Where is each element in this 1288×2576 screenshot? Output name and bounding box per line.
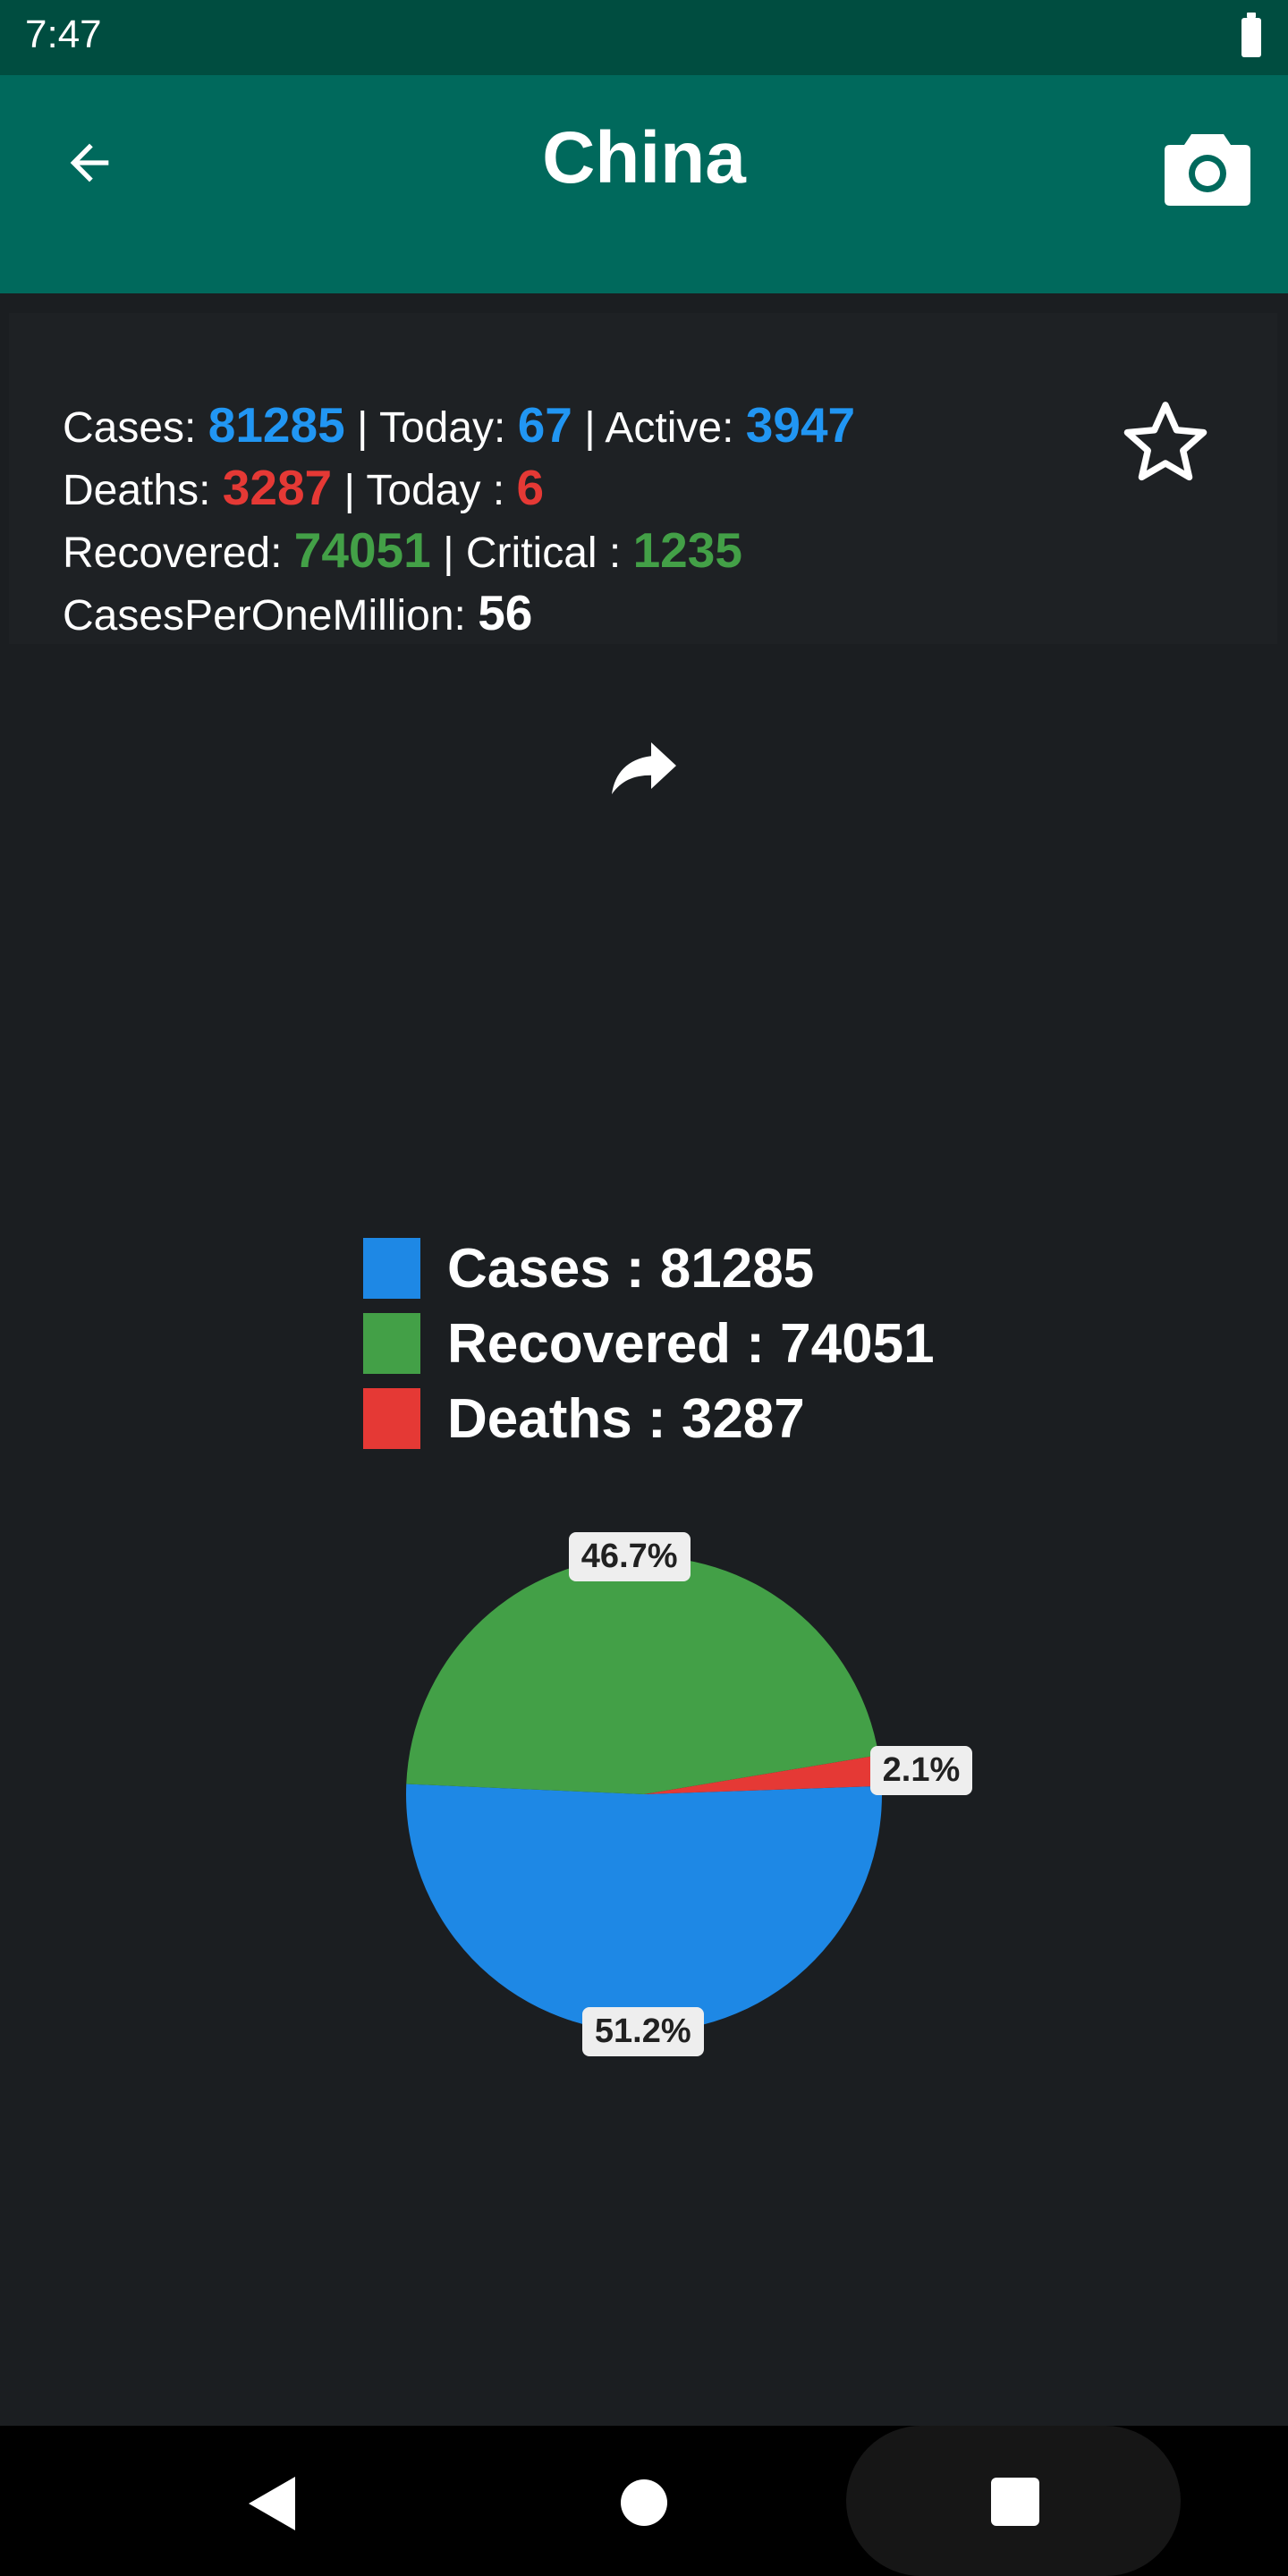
arrow-left-icon xyxy=(70,143,109,182)
deaths-line: Deaths: 3287 | Today : 6 xyxy=(63,458,855,521)
cpm-label: CasesPerOneMillion: xyxy=(63,592,479,640)
cpm-value: 56 xyxy=(478,585,533,640)
app-bar: China xyxy=(0,75,1288,293)
legend-swatch-deaths xyxy=(363,1388,420,1449)
critical-value: 1235 xyxy=(632,522,742,578)
stats-text: Cases: 81285 | Today: 67 | Active: 3947 … xyxy=(63,395,855,646)
pie-slice-deaths xyxy=(644,1755,882,1794)
today-label: | Today: xyxy=(344,404,518,452)
back-button[interactable] xyxy=(52,125,127,200)
pie-chart: 51.2% 46.7% 2.1% xyxy=(376,1521,973,2057)
recovered-line: Recovered: 74051 | Critical : 1235 xyxy=(63,521,855,583)
navigation-bar xyxy=(0,2426,1288,2576)
legend-label-deaths: Deaths : 3287 xyxy=(447,1387,805,1450)
page-title: China xyxy=(542,117,746,199)
deaths-today-value: 6 xyxy=(516,460,545,515)
status-time: 7:47 xyxy=(25,13,102,56)
nav-recents-button[interactable] xyxy=(991,2478,1039,2526)
recovered-value: 74051 xyxy=(293,522,431,578)
recovered-label: Recovered: xyxy=(63,530,294,577)
battery-icon xyxy=(1241,13,1261,57)
share-button[interactable] xyxy=(601,724,687,810)
legend-swatch-cases xyxy=(363,1238,420,1299)
active-label: | Active: xyxy=(572,404,746,452)
legend-swatch-recovered xyxy=(363,1313,420,1374)
pie-label-cases: 51.2% xyxy=(581,2007,704,2057)
critical-label: | Critical : xyxy=(430,530,633,577)
cases-line: Cases: 81285 | Today: 67 | Active: 3947 xyxy=(63,395,855,458)
share-arrow-icon xyxy=(612,742,676,794)
cases-value: 81285 xyxy=(208,397,345,453)
screenshot-button[interactable] xyxy=(1163,127,1252,208)
status-bar: 7:47 xyxy=(0,0,1288,75)
legend-item-deaths: Deaths : 3287 xyxy=(363,1381,935,1456)
stats-card: Cases: 81285 | Today: 67 | Active: 3947 … xyxy=(9,313,1277,644)
chart-legend: Cases : 81285 Recovered : 74051 Deaths :… xyxy=(363,1231,935,1456)
favorite-button[interactable] xyxy=(1116,394,1215,492)
legend-item-recovered: Recovered : 74051 xyxy=(363,1306,935,1381)
legend-item-cases: Cases : 81285 xyxy=(363,1231,935,1306)
deaths-value: 3287 xyxy=(222,460,333,515)
deaths-today-label: | Today : xyxy=(332,467,517,514)
deaths-label: Deaths: xyxy=(63,467,223,514)
today-value: 67 xyxy=(517,397,572,453)
star-outline-icon xyxy=(1123,402,1208,481)
legend-label-recovered: Recovered : 74051 xyxy=(447,1312,935,1375)
active-value: 3947 xyxy=(745,397,856,453)
pie-label-recovered: 46.7% xyxy=(568,1531,691,1581)
legend-label-cases: Cases : 81285 xyxy=(447,1237,815,1300)
cases-label: Cases: xyxy=(63,404,208,452)
camera-icon xyxy=(1165,134,1250,206)
pie-chart-svg xyxy=(405,1556,882,2032)
pie-label-deaths: 2.1% xyxy=(869,1745,973,1795)
pie-slice-cases xyxy=(405,1784,882,2032)
cpm-line: CasesPerOneMillion: 56 xyxy=(63,583,855,646)
nav-back-button[interactable] xyxy=(242,2472,304,2535)
nav-home-button[interactable] xyxy=(621,2479,667,2526)
pie-slice-recovered xyxy=(406,1556,879,1794)
